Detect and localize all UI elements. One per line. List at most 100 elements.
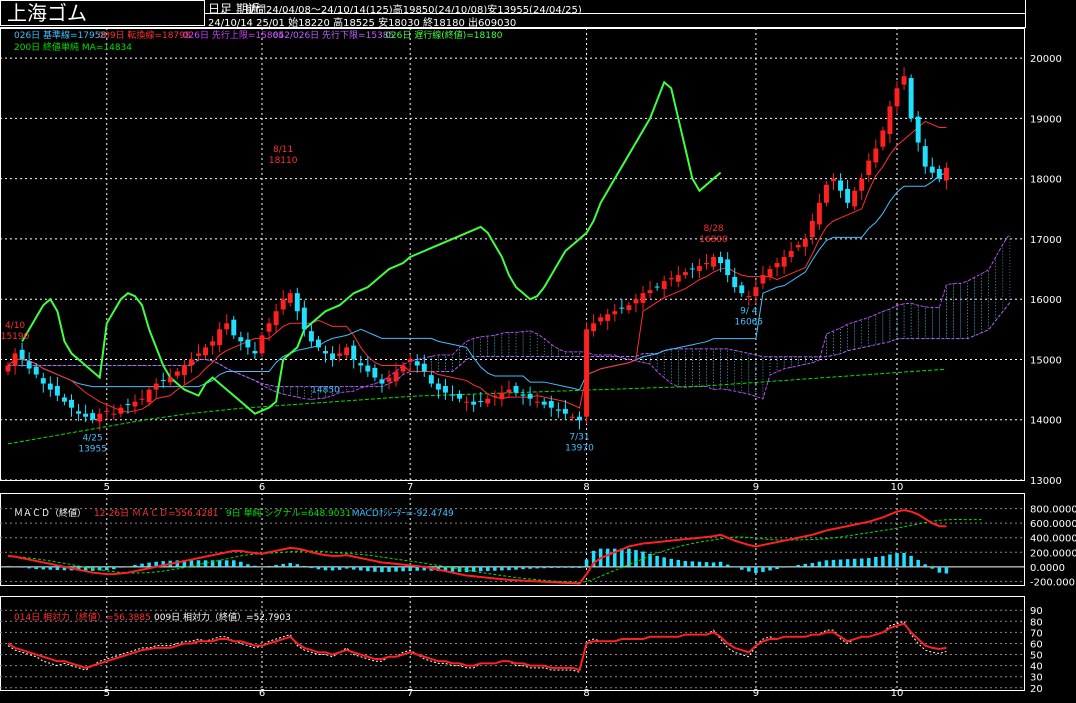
candle-body [393,371,399,382]
cloud-segment [946,283,954,339]
cloud-segment [508,332,517,357]
month-tick-label: 8 [583,482,589,493]
annotation-date: 8/11 [273,145,293,155]
month-tick-label: 6 [259,688,265,699]
candle-body [414,361,420,366]
candle-body [774,263,780,268]
candle-body [125,404,131,406]
macd-line [7,509,947,585]
rsi-tick-label: 80 [1030,617,1043,628]
senkou-span-b [8,302,1011,388]
cloud-segment [431,354,439,372]
candles [5,67,949,431]
candle-body [379,379,385,384]
cloud-segment [515,331,524,357]
price-tick-label: 18000 [1030,175,1062,186]
candle-body [541,401,547,405]
candle-body [689,268,695,270]
cloud-segment [939,284,947,339]
cloud-segment [529,330,538,357]
macd-tick-label: 200.0000 [1030,548,1076,559]
cloud-segment [826,330,834,358]
cloud-segment [487,335,496,357]
candle-body [61,397,67,402]
macd-legend-entry: 9日 単純 シグナル=648.9031 [226,507,351,519]
candle-body [612,311,618,315]
candle-body [661,281,667,289]
candle-body [696,266,702,271]
candle-body [682,272,688,276]
candle-body [915,116,921,143]
candle-body [337,353,343,356]
candle-body [577,416,582,421]
candle-body [224,323,230,330]
cloud-segment [551,343,559,357]
cloud-segment [565,351,573,357]
ichimoku-cloud [8,232,1011,400]
cloud-segment [797,356,806,367]
macd-legend-entry: 12-26日 ＭＡＣＤ=556.4281 [94,508,219,519]
candle-body [675,275,681,282]
candle-body [485,398,491,404]
candle-body [308,331,314,342]
candle-body [315,339,321,348]
cloud-segment [445,354,453,372]
candle-body [252,351,258,354]
cloud-segment [889,304,898,343]
rsi-legend-entry: 009日 相対力（終値）=52.7903 [154,611,291,623]
macd-tick-label: 800.0000 [1030,505,1076,516]
cloud-segment [741,351,750,395]
annotation-date: 8/28 [703,224,723,234]
month-tick-label: 9 [753,482,759,493]
candle-body [513,385,519,393]
cloud-segment [847,321,855,352]
candle-body [718,257,724,264]
candle-body [210,341,216,346]
candle-body [245,339,251,348]
cloud-segment [304,386,312,400]
candle-body [40,378,46,384]
candle-body [238,337,244,342]
rsi-tick-label: 90 [1030,606,1043,617]
rsi-tick-label: 50 [1030,651,1043,662]
candle-body [330,353,336,360]
price-tick-label: 15000 [1030,355,1062,366]
month-tick-label: 5 [104,482,110,493]
candle-body [146,389,152,403]
cloud-segment [353,386,362,392]
candle-body [873,148,879,163]
candle-body [471,401,477,405]
candle-body [746,296,752,298]
cloud-segment [995,244,1004,322]
month-tick-label: 10 [891,482,904,493]
candle-body [442,385,448,393]
candle-body [19,349,25,360]
macd-legend-entry: ＭＡＣＤ（終値） [14,507,86,519]
candle-body [534,401,540,403]
candle-body [936,169,942,179]
candle-body [647,290,653,294]
candle-body [266,323,272,332]
rsi14-line [7,622,947,672]
candle-body [633,299,639,304]
candle-body [139,398,145,400]
candle-body [838,180,844,191]
macd-legend-entry: MACDｵｼﾚｰﾀｰ=-92.4749 [352,508,454,519]
cloud-segment [254,380,263,386]
cloud-segment [536,333,545,357]
candle-body [901,76,907,85]
timeframe-label: 日足 期近 [208,2,260,16]
candle-body [83,413,89,417]
price-tick-label: 14000 [1030,416,1062,427]
annotation-value: 16800 [699,235,728,245]
header-divider [205,13,1025,14]
candle-body [90,413,96,420]
candle-body [492,395,498,397]
last-bar-summary: 24/10/14 25/01 始18220 高18525 安18030 終181… [208,18,517,29]
cloud-segment [819,333,827,360]
cloud-segment [833,327,841,356]
cloud-segment [960,280,968,339]
month-tick-label: 7 [407,688,413,699]
candle-body [894,88,900,107]
macd-tick-label: -200.000 [1030,577,1075,588]
